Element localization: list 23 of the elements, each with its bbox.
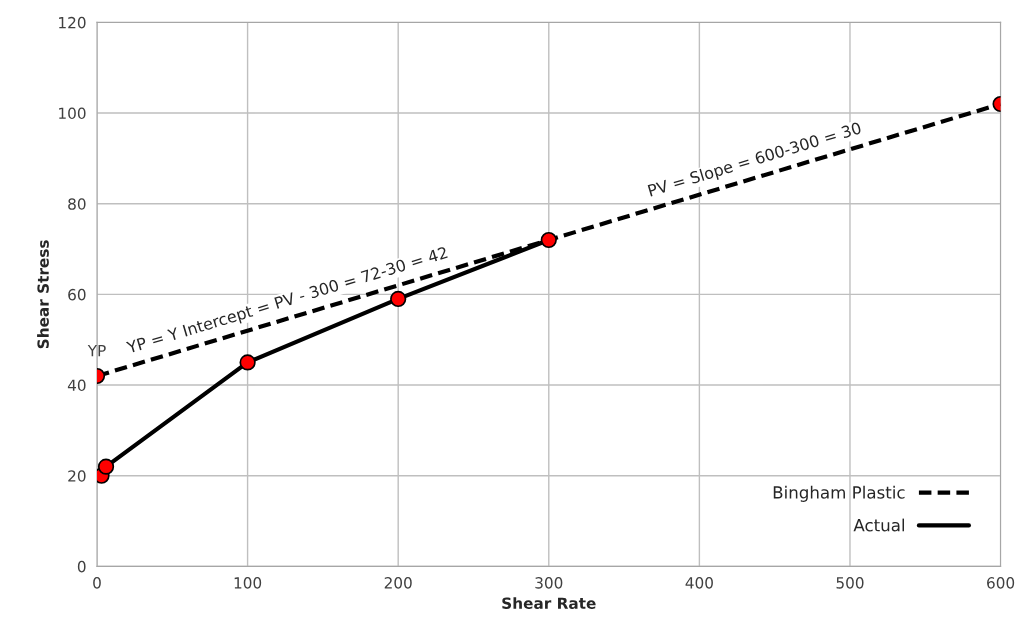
x-tick-label: 500 xyxy=(836,577,864,589)
y-tick-label: 80 xyxy=(68,198,86,210)
legend-label: Actual xyxy=(853,518,905,532)
point xyxy=(540,231,557,249)
y-tick-label: 120 xyxy=(59,16,86,29)
point xyxy=(239,354,256,371)
x-axis-title: Shear Rate xyxy=(502,597,596,609)
y-tick-label: 100 xyxy=(59,107,86,120)
y-tick-label: 60 xyxy=(68,288,86,301)
point xyxy=(390,290,407,308)
x-tick-label: 400 xyxy=(685,577,713,589)
annotation: YP xyxy=(87,345,106,357)
x-tick-label: 600 xyxy=(987,577,1015,589)
x-tick-label: 0 xyxy=(93,577,101,589)
x-tick-label: 100 xyxy=(234,577,262,589)
point xyxy=(97,458,115,475)
legend-label: Bingham Plastic xyxy=(773,485,905,502)
x-tick-label: 200 xyxy=(384,577,412,589)
y-tick-label: 20 xyxy=(68,470,86,482)
y-tick-label: 0 xyxy=(77,560,86,573)
y-axis-title: Shear Stress xyxy=(37,240,49,349)
x-tick-label: 300 xyxy=(535,577,563,589)
y-tick-label: 40 xyxy=(67,379,86,392)
